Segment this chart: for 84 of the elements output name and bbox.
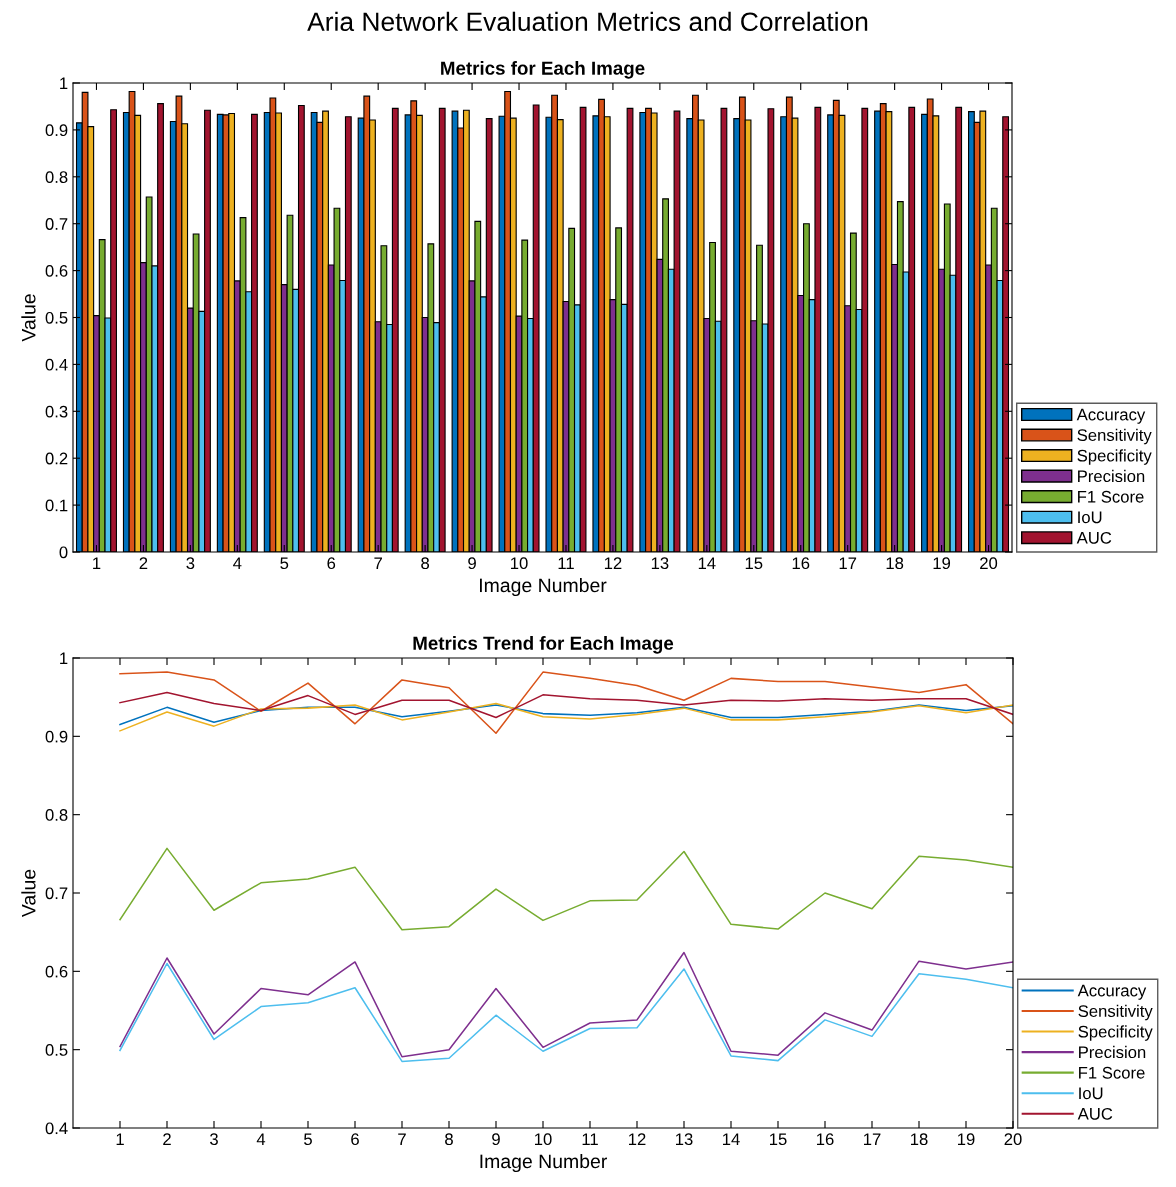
x-tick-label: 8 [421, 557, 430, 570]
y-tick-label: 0 [59, 546, 68, 559]
x-tick-label: 3 [186, 557, 195, 570]
legend-label: F1 Score [1079, 1066, 1145, 1079]
x-tick-label: 4 [233, 557, 242, 569]
x-tick-label: 19 [958, 1133, 975, 1146]
x-tick-label: 14 [698, 557, 716, 569]
x-tick-label: 20 [1004, 1133, 1022, 1146]
x-tick-label: 1 [116, 1133, 124, 1145]
legend-label: AUC [1076, 531, 1112, 544]
y-tick-label: 0.9 [45, 124, 68, 137]
x-tick-label: 2 [163, 1133, 171, 1145]
y-axis-title: Value [21, 294, 36, 342]
x-tick-label: 6 [351, 1133, 359, 1146]
x-tick-label: 2 [139, 557, 148, 569]
y-tick-label: 0.3 [45, 405, 68, 418]
y-axis-title: Value [21, 869, 36, 918]
x-tick-label: 12 [604, 557, 622, 569]
x-tick-label: 15 [745, 557, 763, 570]
legend-label: Accuracy [1077, 984, 1147, 1000]
x-axis-title: Image Number [480, 577, 607, 597]
legend-label: IoU [1079, 1087, 1103, 1100]
legend-label: Sensitivity [1077, 428, 1152, 445]
x-tick-label: 16 [817, 1133, 834, 1146]
x-tick-label: 15 [770, 1133, 787, 1146]
y-tick-label: 0.5 [45, 1044, 68, 1056]
x-tick-label: 19 [933, 557, 951, 570]
line-series [119, 691, 1013, 719]
chart-subtitle: Metrics for Each Image [441, 61, 645, 79]
legend-label: Sensitivity [1078, 1004, 1153, 1021]
x-tick-label: 13 [676, 1133, 693, 1146]
x-tick-label: 9 [492, 1133, 500, 1146]
x-tick-label: 17 [864, 1133, 881, 1145]
x-tick-label: 4 [256, 1133, 266, 1145]
x-tick-label: 14 [723, 1133, 740, 1145]
x-tick-label: 17 [839, 557, 857, 569]
legend-label: Accuracy [1076, 408, 1146, 424]
x-tick-label: 1 [93, 557, 101, 569]
x-tick-label: 10 [511, 557, 528, 570]
chart-title: Metrics Trend for Each Image [413, 636, 674, 654]
line-series [119, 704, 1013, 726]
line-series [119, 702, 1013, 732]
x-tick-label: 7 [398, 1133, 406, 1145]
y-tick-label: 0.8 [45, 809, 68, 821]
y-tick-label: 1 [60, 652, 68, 665]
x-tick-label: 3 [210, 1133, 218, 1146]
x-tick-label: 7 [374, 557, 382, 569]
y-tick-label: 0.6 [45, 265, 68, 277]
x-tick-label: 18 [886, 557, 904, 570]
y-tick-label: 0.7 [45, 218, 68, 230]
line-series [119, 671, 1013, 734]
x-tick-label: 13 [651, 557, 669, 570]
x-tick-label: 11 [582, 1133, 598, 1145]
y-tick-label: 0.4 [45, 358, 68, 371]
y-tick-label: 0.9 [45, 730, 68, 743]
y-tick-label: 1 [60, 77, 68, 90]
y-tick-label: 0.7 [45, 887, 68, 900]
legend-label: F1 Score [1078, 490, 1144, 503]
x-tick-label: 10 [535, 1133, 552, 1146]
legend-label: Precision [1079, 1045, 1146, 1059]
y-tick-label: 0.1 [45, 499, 68, 512]
legend-label: Specificity [1077, 449, 1152, 465]
legend-label: Specificity [1078, 1025, 1153, 1041]
legend-label: AUC [1077, 1107, 1113, 1120]
x-tick-label: 5 [304, 1133, 312, 1146]
y-tick-label: 0.6 [45, 965, 68, 978]
x-tick-label: 18 [911, 1133, 928, 1146]
x-tick-label: 12 [629, 1133, 646, 1145]
chart-title: Aria Network Evaluation Metrics and Correlation [307, 11, 868, 32]
legend-label: IoU [1078, 511, 1102, 524]
line-series [119, 847, 1013, 931]
y-tick-label: 0.4 [45, 1122, 68, 1135]
x-tick-label: 20 [980, 557, 998, 570]
x-tick-label: 16 [792, 557, 810, 570]
y-tick-label: 0.5 [45, 311, 68, 324]
x-axis-title: Image Number [480, 1153, 607, 1173]
x-tick-label: 9 [468, 557, 476, 570]
x-tick-label: 6 [327, 557, 336, 570]
y-tick-label: 0.2 [45, 452, 68, 465]
x-tick-label: 5 [280, 557, 289, 570]
legend-label: Precision [1078, 469, 1145, 483]
x-tick-label: 8 [445, 1133, 453, 1146]
y-tick-label: 0.8 [45, 171, 68, 183]
x-tick-label: 11 [558, 557, 574, 569]
